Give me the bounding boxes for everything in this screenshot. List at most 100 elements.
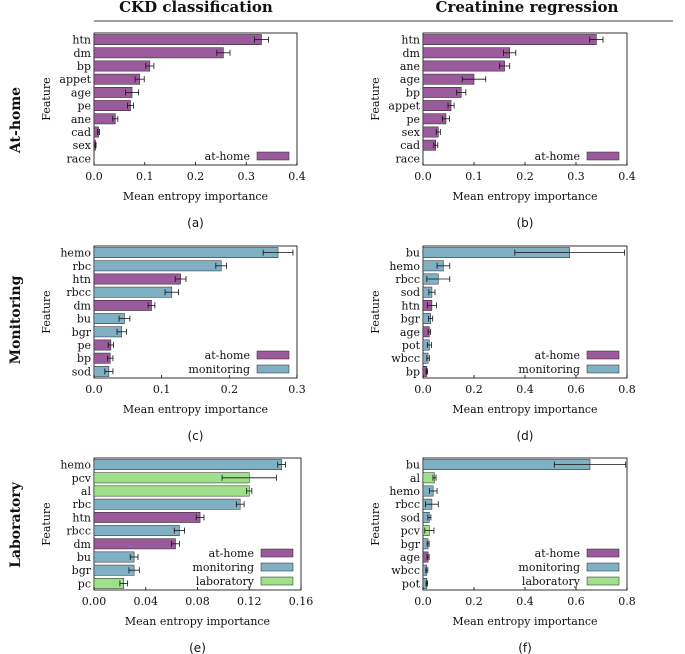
panel-label: (b) (517, 216, 534, 230)
x-axis-label: Mean entropy importance (123, 190, 268, 203)
category-label-pe: pe (406, 113, 420, 126)
bar-htn (93, 512, 201, 523)
category-label-sod: sod (72, 365, 91, 378)
category-label-wbcc: wbcc (391, 564, 420, 577)
x-tick-label: 0.4 (618, 170, 636, 183)
category-label-pc: pc (78, 577, 91, 590)
x-axis-label: Mean entropy importance (452, 615, 597, 628)
x-tick-label: 0.08 (185, 595, 210, 608)
category-label-htn: htn (72, 34, 91, 47)
category-label-bgr: bgr (72, 564, 92, 577)
x-tick-label: 0.6 (567, 383, 585, 396)
y-axis-label: Feature (40, 77, 53, 120)
x-tick-label: 0.8 (618, 595, 636, 608)
bar-htn (422, 34, 597, 45)
category-label-al: al (410, 472, 421, 485)
category-label-rbcc: rbcc (66, 525, 91, 538)
category-label-bgr: bgr (401, 313, 421, 326)
x-tick-label: 0.0 (85, 383, 103, 396)
category-label-bp: bp (406, 86, 420, 99)
bar-al (93, 485, 250, 497)
x-tick-label: 0.3 (238, 170, 256, 183)
x-tick-label: 0.6 (567, 595, 585, 608)
bar-appet (93, 73, 140, 85)
panel-label: (e) (189, 641, 206, 654)
bar-htn (93, 34, 262, 45)
category-label-bu: bu (406, 459, 420, 472)
legend-swatch-at-home (260, 548, 294, 558)
category-label-al: al (81, 485, 92, 498)
legend-swatch-at-home (256, 151, 290, 161)
category-label-bp: bp (406, 365, 420, 378)
category-label-sod: sod (401, 511, 420, 524)
category-label-htn: htn (72, 273, 91, 286)
category-label-wbcc: wbcc (391, 352, 420, 365)
legend-label-monitoring: monitoring (518, 363, 580, 376)
legend-label-at-home: at-home (205, 150, 250, 163)
bar-rbcc (93, 286, 173, 298)
bar-dm (422, 47, 510, 59)
bar-hemo (93, 459, 282, 470)
bar-pc (93, 578, 125, 589)
category-label-bgr: bgr (401, 538, 421, 551)
category-label-dm: dm (403, 47, 421, 60)
bar-bp (422, 87, 462, 98)
x-tick-label: 0.4 (516, 595, 534, 608)
category-label-dm: dm (74, 299, 92, 312)
bar-rbc (93, 260, 222, 272)
legend-label-laboratory: laboratory (196, 575, 255, 588)
x-tick-label: 0.16 (289, 595, 314, 608)
category-label-age: age (71, 86, 91, 99)
legend-swatch-at-home (586, 548, 620, 558)
x-tick-label: 0.0 (414, 383, 432, 396)
legend-swatch-monitoring (260, 562, 294, 572)
x-axis-label: Mean entropy importance (125, 615, 270, 628)
category-label-bp: bp (77, 60, 91, 73)
category-label-hemo: hemo (60, 247, 91, 260)
legend-swatch-at-home (586, 350, 620, 360)
x-tick-label: 0.1 (465, 170, 483, 183)
category-label-pcv: pcv (72, 472, 92, 485)
x-tick-label: 0.1 (153, 383, 171, 396)
panel-label: (d) (517, 429, 534, 443)
category-label-htn: htn (72, 511, 91, 524)
y-axis-label: Feature (369, 290, 382, 333)
bar-hemo (93, 247, 279, 258)
row-label-laboratory: Laboratory (8, 481, 24, 568)
legend-swatch-monitoring (586, 562, 620, 572)
category-label-race: race (67, 152, 92, 165)
legend-swatch-laboratory (260, 576, 294, 586)
x-axis-label: Mean entropy importance (452, 190, 597, 203)
y-axis-label: Feature (369, 77, 382, 120)
y-axis-label: Feature (40, 502, 53, 545)
plot-frame (93, 245, 298, 379)
legend-label-monitoring: monitoring (188, 363, 250, 376)
category-label-pot: pot (402, 339, 421, 352)
bar-dm (93, 47, 224, 59)
x-tick-label: 0.4 (288, 170, 306, 183)
legend-swatch-at-home (256, 350, 290, 360)
y-axis-label: Feature (369, 502, 382, 545)
legend-swatch-laboratory (586, 576, 620, 586)
bar-rbcc (93, 525, 180, 536)
x-tick-label: 0.1 (136, 170, 154, 183)
x-axis-label: Mean entropy importance (123, 403, 268, 416)
bar-ane (422, 60, 505, 72)
x-tick-label: 0.0 (414, 170, 432, 183)
category-label-bu: bu (77, 313, 91, 326)
x-tick-label: 0.2 (516, 170, 534, 183)
x-tick-label: 0.12 (237, 595, 262, 608)
category-label-sex: sex (402, 126, 421, 139)
category-label-ane: ane (71, 113, 91, 126)
category-label-htn: htn (401, 34, 420, 47)
category-label-rbcc: rbcc (395, 273, 420, 286)
category-label-sex: sex (73, 139, 92, 152)
bar-bgr (93, 564, 135, 576)
x-tick-label: 0.4 (516, 383, 534, 396)
bar-bu (93, 551, 135, 563)
